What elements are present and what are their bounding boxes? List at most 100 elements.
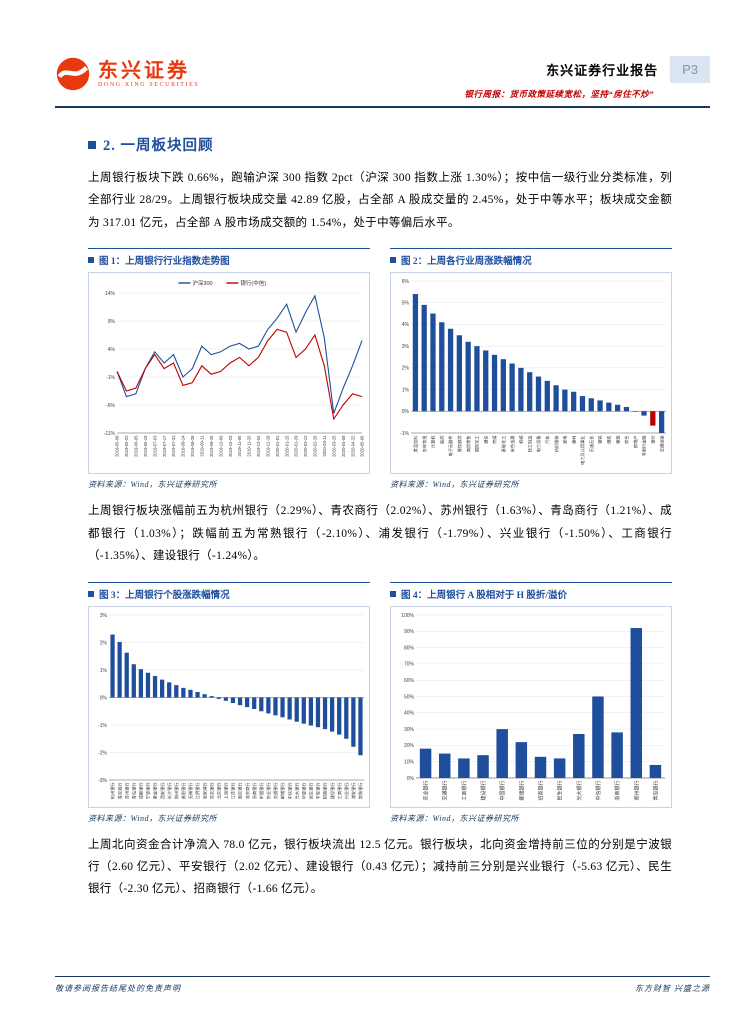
svg-text:60%: 60% (404, 678, 415, 684)
header-right: 东兴证券行业报告 P3 银行周报：货币政策延续宽松，坚持“房住不炒” (464, 56, 710, 100)
footer-disclaimer: 敬请参阅报告结尾处的免责声明 (55, 984, 181, 993)
figure-row-2: 图 3：上周银行个股涨跌幅情况 3% 2% 1% 0% -1% -2% -3% 杭州银行 青农商… (88, 581, 672, 824)
svg-text:-1%: -1% (400, 431, 409, 437)
svg-text:无锡银行: 无锡银行 (187, 782, 194, 799)
logo-text: 东兴证券 DONG XING SECURITIES (98, 60, 199, 88)
svg-text:成都银行: 成都银行 (138, 782, 145, 799)
svg-text:2020-03-25: 2020-03-25 (331, 435, 336, 457)
figure-1-source: 资料来源：Wind，东兴证券研究所 (88, 480, 217, 490)
svg-text:9%: 9% (108, 319, 116, 325)
svg-text:建筑: 建筑 (614, 435, 621, 444)
paragraph-northbound-flow: 上周北向资金合计净流入 78.0 亿元，银行板块流出 12.5 亿元。银行板块，… (88, 838, 672, 896)
section-bullet-icon (88, 140, 96, 149)
svg-text:-2%: -2% (98, 750, 107, 756)
svg-text:石油石化: 石油石化 (588, 435, 595, 453)
svg-text:0%: 0% (407, 775, 415, 781)
svg-text:-1%: -1% (106, 375, 115, 381)
svg-text:中信银行: 中信银行 (595, 780, 602, 800)
svg-text:70%: 70% (404, 661, 415, 667)
svg-text:0%: 0% (402, 409, 410, 415)
section-title-text: 2. 一周板块回顾 (103, 138, 214, 154)
svg-text:招商银行: 招商银行 (538, 780, 545, 800)
svg-text:3%: 3% (100, 612, 108, 618)
svg-text:宁波银行: 宁波银行 (145, 782, 152, 799)
svg-text:6%: 6% (402, 279, 410, 285)
logo-cn-text: 东兴证券 (98, 60, 190, 82)
svg-text:电子元器件: 电子元器件 (447, 436, 454, 457)
svg-text:-11%: -11% (104, 431, 116, 437)
svg-text:2020-01-29: 2020-01-29 (294, 435, 299, 457)
page-header: 东兴证券 DONG XING SECURITIES 东兴证券行业报告 P3 银行… (0, 0, 755, 100)
svg-text:中国银行: 中国银行 (258, 782, 265, 799)
svg-text:2019-05-22: 2019-05-22 (124, 435, 129, 457)
figure-2-chart: 6% 5% 4% 3% 2% 1% 0% -1% 食品饮料 农林牧渔 计算机 医药 电子元器件 餐饮旅游商… (390, 272, 672, 475)
svg-text:0%: 0% (100, 695, 108, 701)
svg-text:非银行金融: 非银行金融 (641, 435, 648, 457)
section-heading: 2. 一周板块回顾 (88, 134, 672, 155)
svg-text:南京银行: 南京银行 (237, 782, 244, 799)
svg-text:农林牧渔: 农林牧渔 (421, 436, 428, 453)
svg-text:民生银行: 民生银行 (557, 780, 564, 800)
svg-text:中信银行: 中信银行 (286, 782, 293, 799)
svg-text:农业银行: 农业银行 (423, 780, 430, 800)
svg-text:招商银行: 招商银行 (322, 782, 329, 799)
svg-text:西安银行: 西安银行 (159, 782, 166, 799)
paragraph-overview: 上周银行板块下跌 0.66%，跑输沪深 300 指数 2pct（沪深 300 指… (88, 172, 672, 229)
svg-text:国防军工: 国防军工 (474, 436, 481, 453)
figure-bullet-icon (88, 257, 94, 264)
figure-bullet-icon (88, 590, 94, 597)
paragraph-gainers-losers: 上周银行板块涨幅前五为杭州银行（2.29%）、青农商行（2.02%）、苏州银行（… (88, 505, 672, 563)
svg-text:医药: 医药 (438, 436, 445, 444)
figure-1-title: 图 1：上周银行行业指数走势图 (99, 257, 230, 268)
svg-text:华夏银行: 华夏银行 (300, 782, 307, 799)
svg-text:建设银行: 建设银行 (329, 782, 336, 799)
svg-text:餐饮旅游: 餐饮旅游 (456, 435, 463, 453)
svg-text:食品饮料: 食品饮料 (412, 435, 419, 453)
figure-3: 图 3：上周银行个股涨跌幅情况 3% 2% 1% 0% -1% -2% -3% 杭州银行 青农商… (88, 581, 370, 824)
svg-text:传媒: 传媒 (491, 435, 498, 444)
svg-text:2019-12-04: 2019-12-04 (256, 435, 261, 457)
figure-2-source: 资料来源：Wind，东兴证券研究所 (390, 480, 519, 490)
svg-text:兴业银行: 兴业银行 (343, 782, 350, 799)
svg-text:郑州银行: 郑州银行 (173, 782, 180, 799)
svg-text:10%: 10% (404, 759, 415, 765)
svg-text:交通运输: 交通运输 (658, 435, 665, 453)
svg-text:建设银行: 建设银行 (480, 780, 487, 800)
svg-text:3%: 3% (402, 344, 410, 350)
svg-text:家电: 家电 (562, 435, 568, 444)
figure-3-chart: 3% 2% 1% 0% -1% -2% -3% 杭州银行 青农商行 苏州银行 青岛银行 成都银行 宁波银… (88, 605, 370, 808)
report-body: 2. 一周板块回顾 上周银行板块下跌 0.66%，跑输沪深 300 指数 2pc… (0, 108, 755, 901)
svg-text:90%: 90% (404, 629, 415, 635)
svg-text:计算机: 计算机 (430, 435, 437, 448)
figure-3-source: 资料来源：Wind，东兴证券研究所 (88, 813, 217, 823)
svg-text:邮储银行: 邮储银行 (518, 780, 525, 800)
svg-text:80%: 80% (404, 645, 415, 651)
svg-text:商贸零售: 商贸零售 (465, 436, 472, 453)
footer-slogan: 东方财智 兴盛之源 (635, 984, 710, 993)
svg-text:苏州银行: 苏州银行 (123, 782, 130, 799)
svg-text:民生银行: 民生银行 (308, 782, 315, 799)
figure-4-source: 资料来源：Wind，东兴证券研究所 (390, 813, 519, 823)
svg-text:2%: 2% (100, 640, 108, 646)
svg-text:杭州银行: 杭州银行 (109, 782, 116, 799)
svg-text:紫金银行: 紫金银行 (152, 782, 159, 799)
svg-text:2%: 2% (402, 366, 410, 372)
svg-text:浦发银行: 浦发银行 (350, 782, 357, 799)
svg-text:2019-06-05: 2019-06-05 (134, 435, 139, 457)
svg-text:-3%: -3% (98, 777, 107, 783)
svg-text:通信: 通信 (482, 436, 489, 444)
svg-text:2019-06-19: 2019-06-19 (143, 435, 148, 457)
figure-2: 图 2：上周各行业周涨跌幅情况 6% 5% 4% 3% 2% 1% 0% -1% 食品饮料 农林牧… (390, 248, 672, 490)
figure-2-title: 图 2：上周各行业周涨跌幅情况 (401, 257, 532, 268)
logo-swoosh-icon (56, 57, 90, 91)
svg-text:江阴银行: 江阴银行 (194, 782, 201, 799)
svg-text:2020-01-15: 2020-01-15 (284, 435, 289, 457)
svg-text:长沙银行: 长沙银行 (166, 782, 173, 799)
svg-text:2020-04-22: 2020-04-22 (350, 435, 355, 457)
svg-text:20%: 20% (404, 743, 415, 749)
svg-text:钢铁: 钢铁 (597, 435, 604, 444)
svg-text:2019-07-03: 2019-07-03 (152, 435, 157, 457)
svg-text:交通银行: 交通银行 (272, 782, 279, 799)
svg-text:-1%: -1% (98, 722, 107, 728)
svg-text:电力及公用事业: 电力及公用事业 (579, 436, 586, 465)
